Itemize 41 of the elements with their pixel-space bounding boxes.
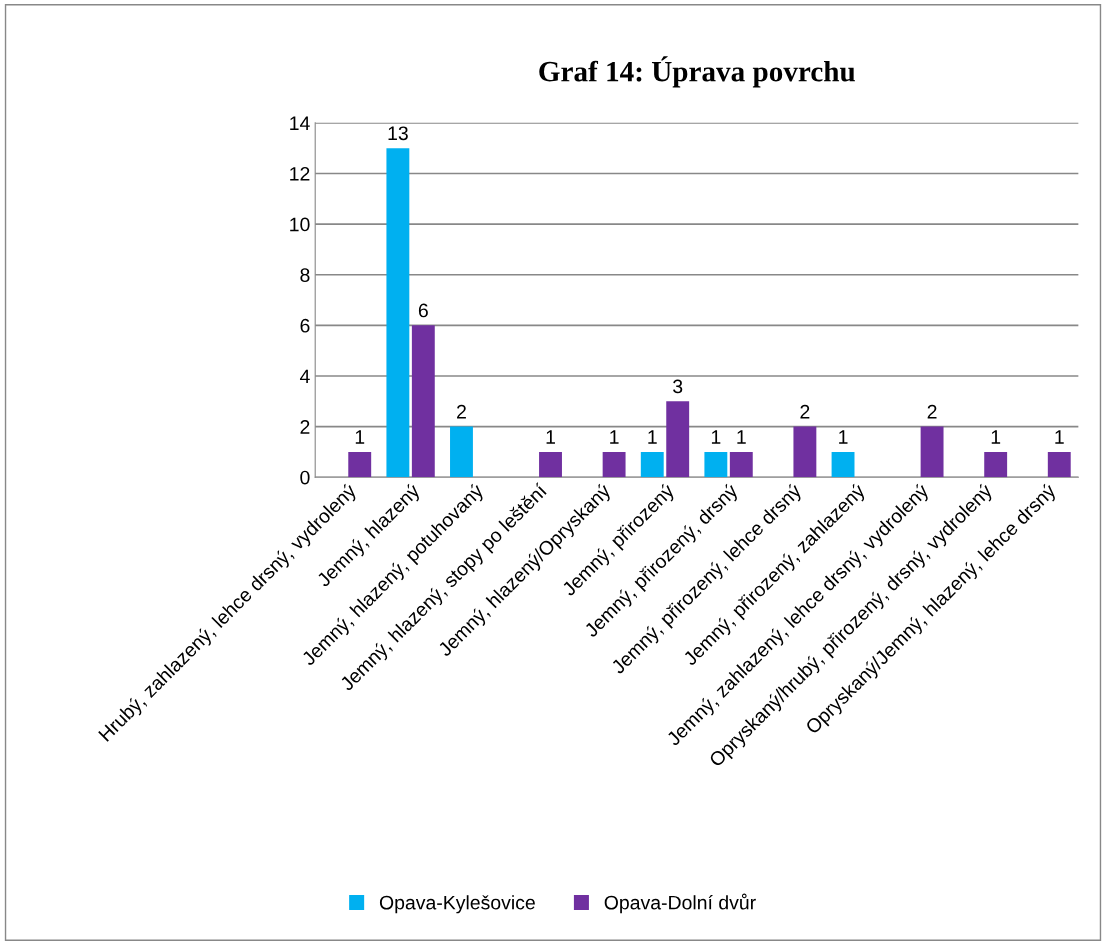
bar <box>704 451 728 478</box>
data-label: 1 <box>610 430 619 444</box>
bar <box>411 325 435 478</box>
data-label: 2 <box>800 404 810 419</box>
bar <box>729 451 753 478</box>
bar <box>920 426 944 478</box>
data-label: 2 <box>927 404 937 419</box>
data-label: 3 <box>673 379 683 394</box>
data-label: 1 <box>737 430 746 444</box>
legend-label: Opava-Dolní dvůr <box>604 893 756 914</box>
data-label: 6 <box>418 303 428 318</box>
data-label: 2 <box>457 404 466 419</box>
y-tick-label: 0 <box>300 470 310 485</box>
data-label: 13 <box>388 126 408 141</box>
bar <box>348 451 372 478</box>
chart-title: Graf 14: Úprava povrchu <box>539 56 855 88</box>
y-tick-label: 12 <box>290 166 310 181</box>
data-label: 1 <box>711 430 721 444</box>
legend-label: Opava-Kylešovice <box>379 895 535 914</box>
data-label: 1 <box>355 430 365 444</box>
bar <box>831 451 855 478</box>
bar <box>666 401 690 478</box>
data-label: 1 <box>839 430 848 444</box>
y-tick-label: 10 <box>290 217 310 232</box>
data-label: 1 <box>648 430 657 444</box>
data-label: 1 <box>1055 430 1064 444</box>
bar <box>386 148 410 478</box>
bar <box>793 426 817 478</box>
bar <box>640 451 664 478</box>
y-tick-label: 14 <box>290 116 310 130</box>
bar <box>1047 451 1071 478</box>
data-label: 1 <box>991 430 1001 444</box>
bar <box>539 451 562 478</box>
y-tick-label: 2 <box>300 420 310 434</box>
data-label: 1 <box>546 430 555 444</box>
y-tick-label: 8 <box>300 268 310 282</box>
bar <box>984 451 1008 478</box>
bar <box>602 451 626 478</box>
y-tick-label: 4 <box>299 369 310 384</box>
bar <box>450 426 473 478</box>
y-tick-label: 6 <box>300 318 310 333</box>
